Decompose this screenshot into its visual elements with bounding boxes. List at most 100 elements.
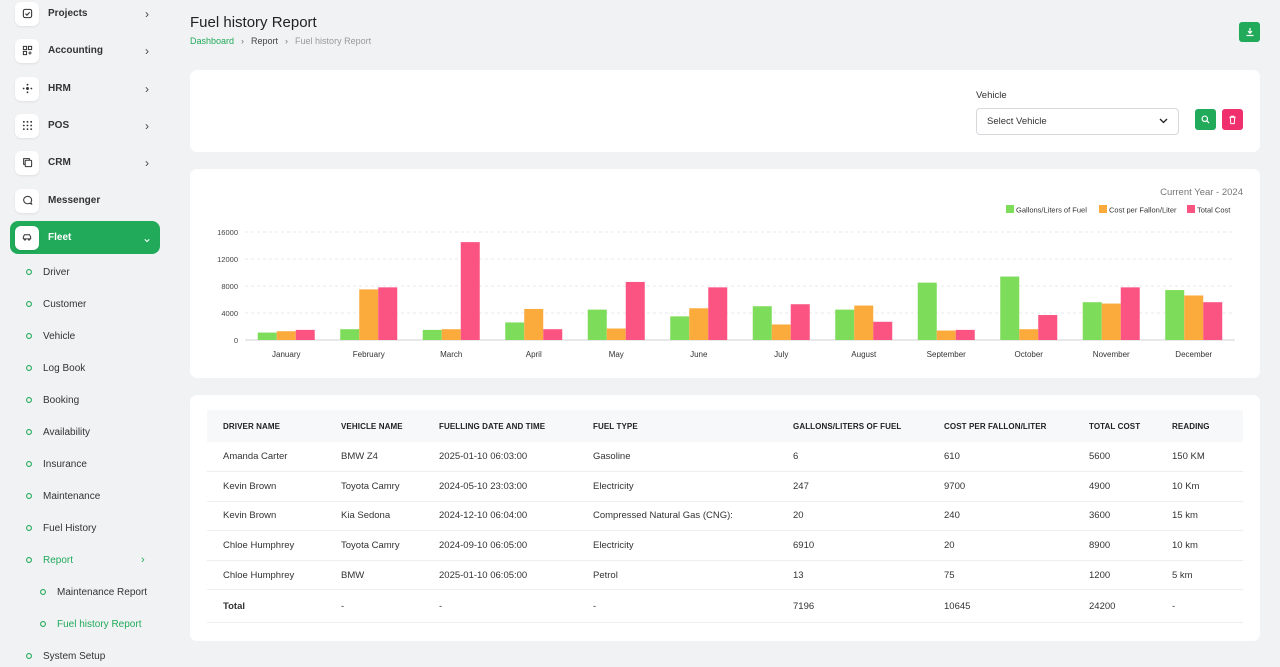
x-tick-label: April <box>526 350 542 359</box>
col-gallons[interactable]: GALLONS/LITERS OF FUEL <box>777 410 928 442</box>
search-button[interactable] <box>1195 109 1216 130</box>
bar[interactable] <box>1121 287 1140 340</box>
bar[interactable] <box>956 330 975 340</box>
cell-total-fuel-type: - <box>577 590 777 623</box>
download-button[interactable] <box>1239 22 1260 42</box>
sidebar-subitem-report[interactable]: Report › <box>25 550 155 570</box>
sidebar-subitem-log-book[interactable]: Log Book <box>25 358 85 378</box>
cell-driver-name: Chloe Humphrey <box>207 531 325 561</box>
breadcrumb-dashboard[interactable]: Dashboard <box>190 36 234 46</box>
bar[interactable] <box>296 330 315 340</box>
sidebar-subitem-fuel-history[interactable]: Fuel History <box>25 518 96 538</box>
reset-button[interactable] <box>1222 109 1243 130</box>
sidebar-subitem-driver[interactable]: Driver <box>25 262 70 282</box>
bar[interactable] <box>1203 302 1222 340</box>
bar[interactable] <box>1000 277 1019 340</box>
bar[interactable] <box>854 306 873 340</box>
chevron-right-icon: › <box>140 156 154 170</box>
legend-label[interactable]: Cost per Fallon/Liter <box>1109 206 1177 215</box>
col-vehicle-name[interactable]: VEHICLE NAME <box>325 410 423 442</box>
cell-vehicle-name: Toyota Camry <box>325 472 423 502</box>
sidebar-item-crm[interactable]: CRM › <box>10 146 160 179</box>
bar[interactable] <box>753 306 772 340</box>
bar[interactable] <box>359 289 378 340</box>
breadcrumb: Dashboard › Report › Fuel history Report <box>190 36 371 46</box>
dots-grid-icon <box>15 114 39 138</box>
grid-icon <box>15 39 39 63</box>
bar[interactable] <box>1165 290 1184 340</box>
bar[interactable] <box>461 242 480 340</box>
bar[interactable] <box>1102 304 1121 340</box>
x-tick-label: May <box>609 350 624 359</box>
sidebar-item-pos[interactable]: POS › <box>10 109 160 142</box>
legend-label[interactable]: Gallons/Liters of Fuel <box>1016 206 1087 215</box>
sidebar-subitem-label: Booking <box>43 395 79 406</box>
bar[interactable] <box>626 282 645 340</box>
sidebar-subitem-customer[interactable]: Customer <box>25 294 86 314</box>
sidebar-subitem-label: Insurance <box>43 459 87 470</box>
bar[interactable] <box>378 287 397 340</box>
bar[interactable] <box>708 287 727 340</box>
bar[interactable] <box>505 322 524 340</box>
sidebar-item-hrm[interactable]: HRM › <box>10 72 160 105</box>
bar[interactable] <box>588 310 607 340</box>
bar[interactable] <box>277 331 296 340</box>
bar[interactable] <box>791 304 810 340</box>
sidebar-item-messenger[interactable]: Messenger <box>10 184 160 217</box>
sidebar-subitem-vehicle[interactable]: Vehicle <box>25 326 75 346</box>
sidebar-item-label: Messenger <box>48 195 160 206</box>
col-fuel-type[interactable]: FUEL TYPE <box>577 410 777 442</box>
bar[interactable] <box>772 324 791 340</box>
bar[interactable] <box>524 309 543 340</box>
cell-date: 2024-12-10 06:04:00 <box>423 501 577 531</box>
bar[interactable] <box>340 329 359 340</box>
bullet-icon <box>39 588 47 596</box>
cell-total-cost-per: 10645 <box>928 590 1073 623</box>
bar[interactable] <box>670 316 689 340</box>
cell-total-date: - <box>423 590 577 623</box>
chevron-right-icon: › <box>241 36 244 46</box>
sidebar-item-fleet[interactable]: Fleet ⌄ <box>10 221 160 254</box>
sidebar-subitem-system-setup[interactable]: System Setup <box>25 646 105 666</box>
bar[interactable] <box>423 330 442 340</box>
sidebar-subitem-insurance[interactable]: Insurance <box>25 454 87 474</box>
bar[interactable] <box>1038 315 1057 340</box>
sidebar-item-projects[interactable]: Projects › <box>10 0 160 30</box>
sidebar-subitem-maintenance-report[interactable]: Maintenance Report <box>39 582 147 602</box>
vehicle-select[interactable]: Select Vehicle <box>976 108 1179 135</box>
bar[interactable] <box>1019 329 1038 340</box>
col-fuelling-date[interactable]: FUELLING DATE AND TIME <box>423 410 577 442</box>
x-tick-label: March <box>440 350 462 359</box>
y-tick-label: 8000 <box>221 282 238 291</box>
sidebar-item-label: HRM <box>48 83 140 94</box>
bar[interactable] <box>1083 302 1102 340</box>
bar[interactable] <box>918 283 937 340</box>
bar[interactable] <box>543 329 562 340</box>
bar[interactable] <box>442 329 461 340</box>
col-reading[interactable]: READING <box>1156 410 1243 442</box>
bar[interactable] <box>1184 295 1203 340</box>
cell-total-cost: 24200 <box>1073 590 1156 623</box>
bar[interactable] <box>873 322 892 340</box>
table-header-row: DRIVER NAME VEHICLE NAME FUELLING DATE A… <box>207 410 1243 442</box>
bar[interactable] <box>689 308 708 340</box>
sidebar-subitem-label: Maintenance <box>43 491 100 502</box>
sidebar-subitem-maintenance[interactable]: Maintenance <box>25 486 100 506</box>
bar[interactable] <box>835 310 854 340</box>
sidebar-subitem-label: Availability <box>43 427 90 438</box>
col-driver-name[interactable]: DRIVER NAME <box>207 410 325 442</box>
sidebar-subitem-availability[interactable]: Availability <box>25 422 90 442</box>
x-tick-label: January <box>272 350 300 359</box>
bar[interactable] <box>258 333 277 340</box>
bar[interactable] <box>937 331 956 340</box>
sidebar-item-accounting[interactable]: Accounting › <box>10 34 160 67</box>
sidebar-subitem-fuel-history-report[interactable]: Fuel history Report <box>39 614 141 634</box>
cell-vehicle-name: BMW <box>325 560 423 590</box>
cell-cost-per: 75 <box>928 560 1073 590</box>
legend-label[interactable]: Total Cost <box>1197 206 1231 215</box>
col-total-cost[interactable]: TOTAL COST <box>1073 410 1156 442</box>
bar[interactable] <box>607 329 626 340</box>
breadcrumb-report[interactable]: Report <box>251 36 278 46</box>
sidebar-subitem-booking[interactable]: Booking <box>25 390 79 410</box>
col-cost-per[interactable]: COST PER FALLON/LITER <box>928 410 1073 442</box>
